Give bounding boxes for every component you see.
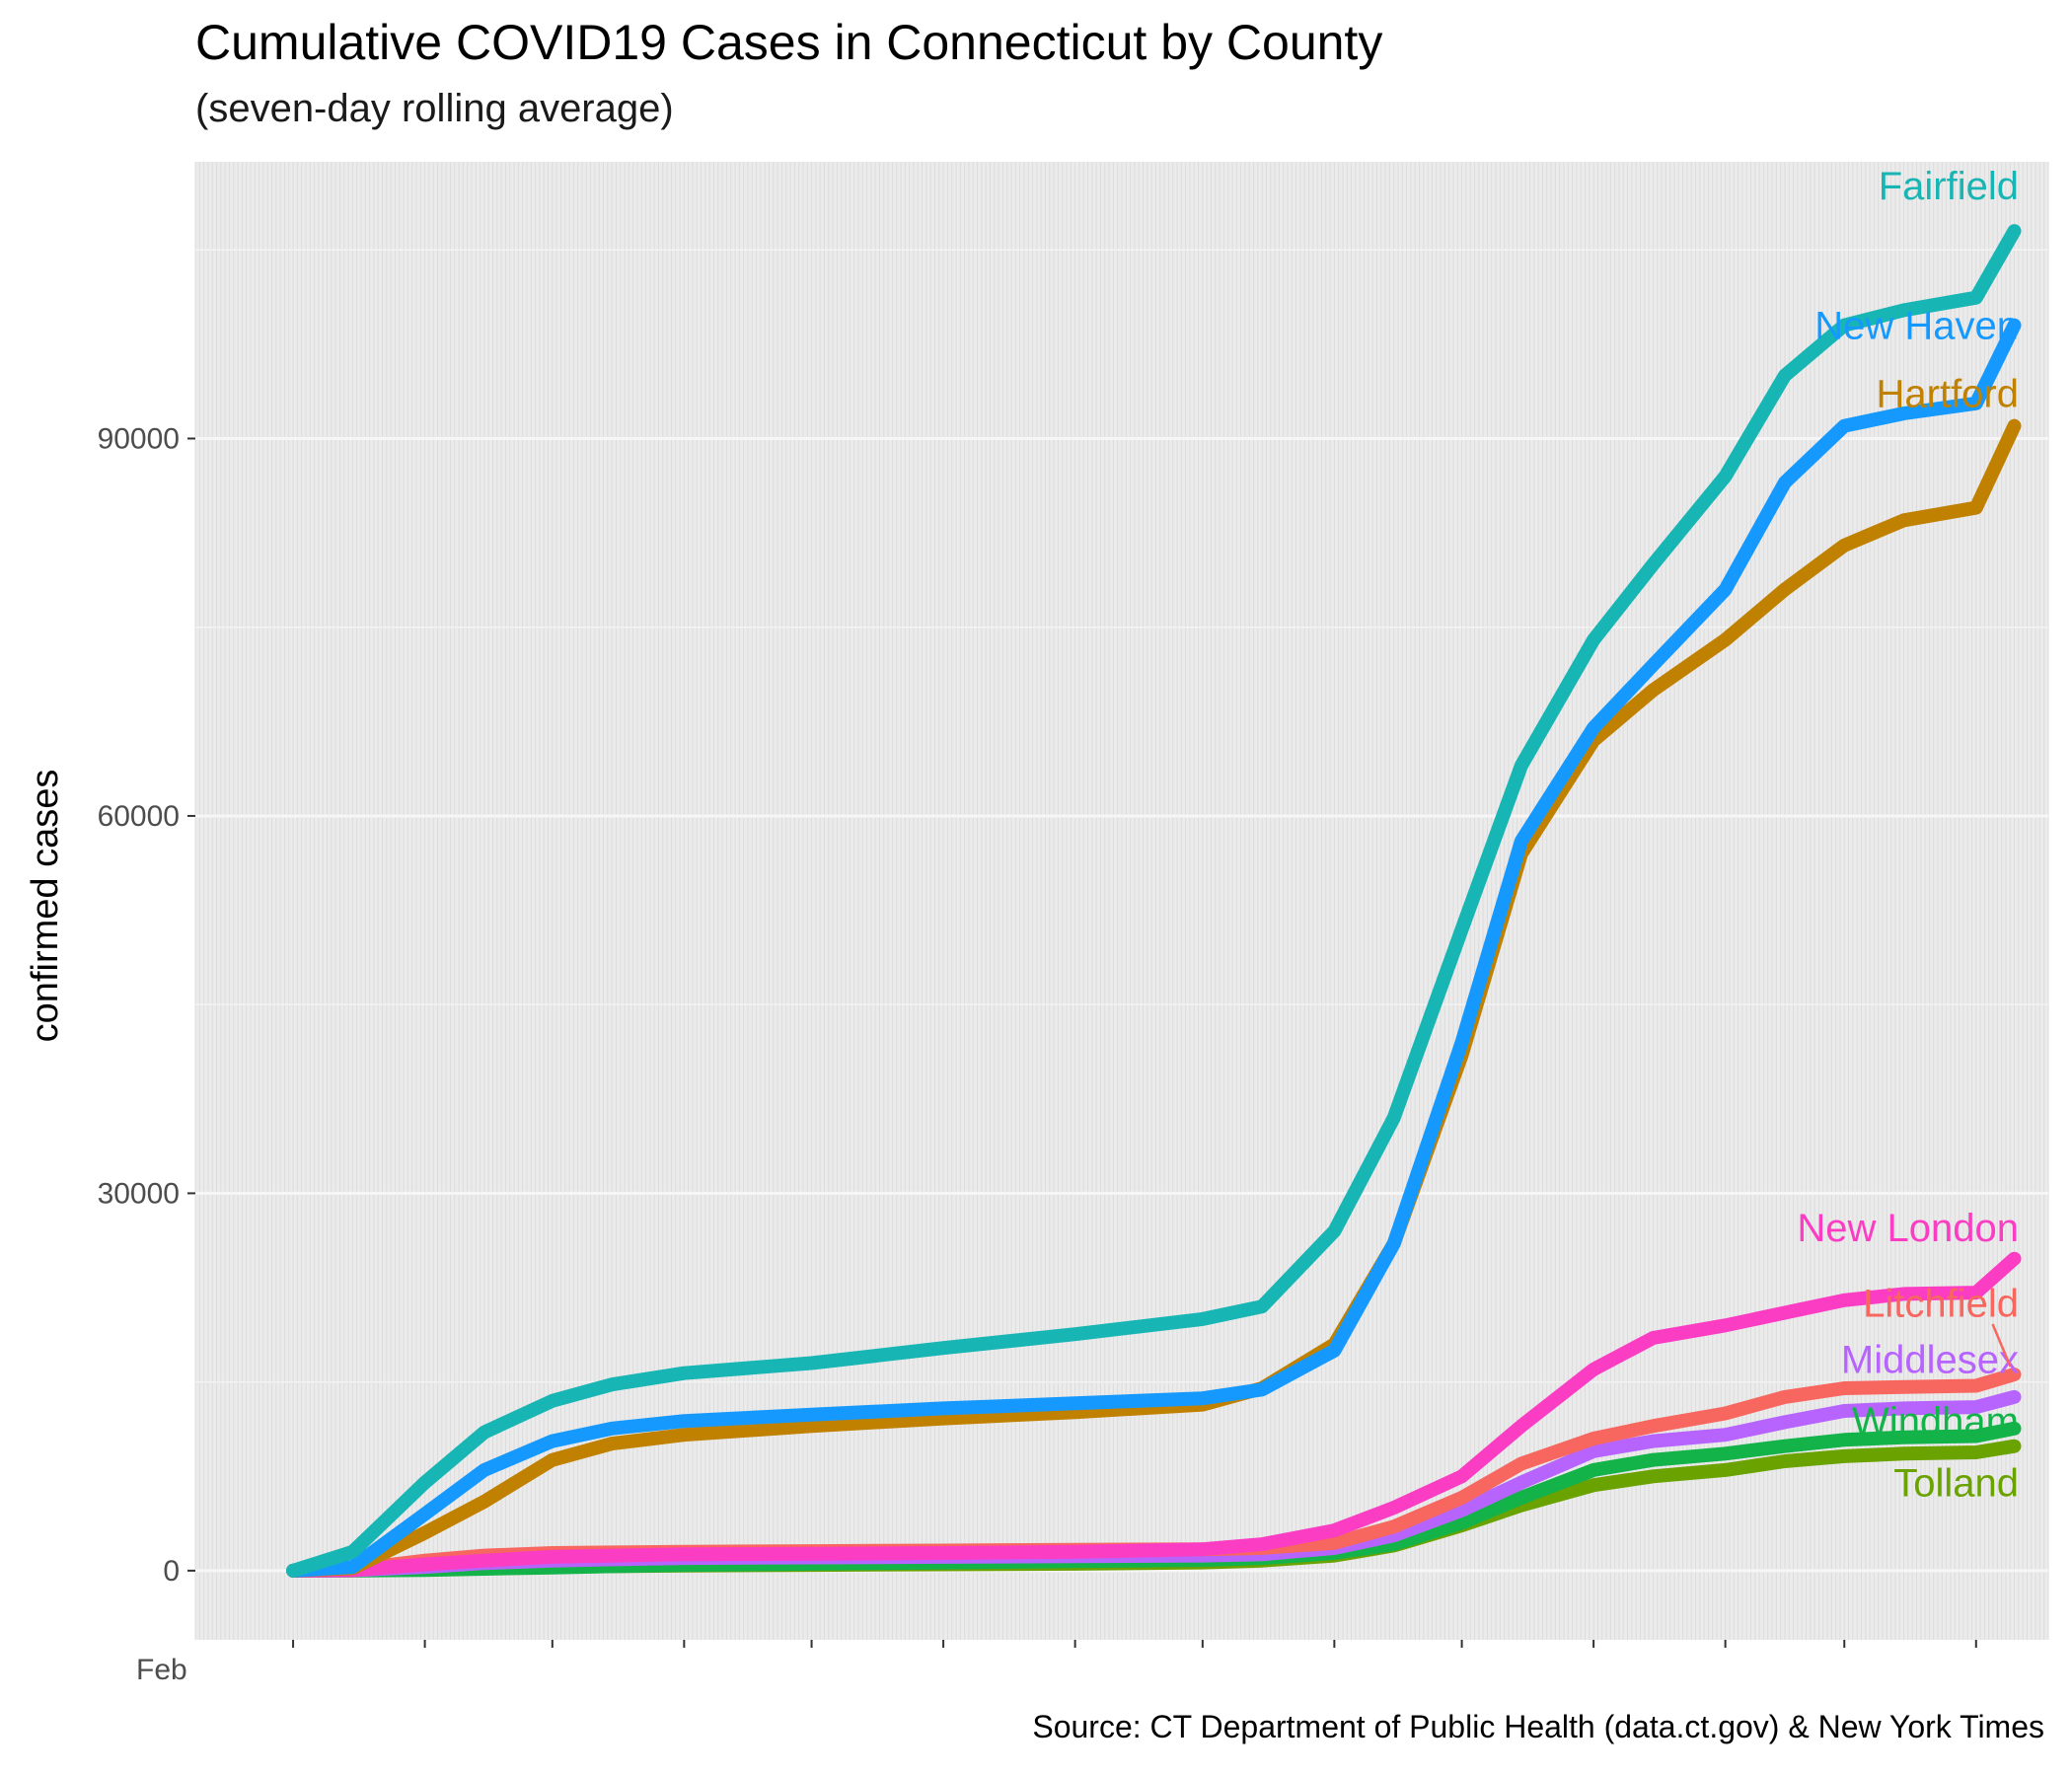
chart-caption: Source: CT Department of Public Health (… — [1032, 1709, 2044, 1744]
y-tick-label: 60000 — [98, 800, 180, 833]
chart-subtitle: (seven-day rolling average) — [195, 87, 674, 130]
y-tick-label: 30000 — [98, 1177, 180, 1210]
series-label-new-haven: New Haven — [1814, 305, 2019, 348]
series-label-tolland: Tolland — [1893, 1462, 2019, 1506]
series-label-fairfield: Fairfield — [1879, 165, 2019, 208]
chart-title: Cumulative COVID19 Cases in Connecticut … — [195, 15, 1383, 70]
series-line-new-haven — [286, 318, 2022, 1578]
series-label-windham: Windham — [1852, 1400, 2019, 1443]
series-labels: Fairfield New Haven Hartford New London Litc… — [1797, 165, 2019, 1505]
series-layer — [286, 224, 2022, 1578]
y-axis-title: confirmed cases — [25, 770, 66, 1043]
major-gridlines — [195, 436, 2048, 1573]
x-tick-label: Feb — [136, 1654, 187, 1686]
series-label-new-london: New London — [1797, 1207, 2019, 1250]
y-tick-label: 0 — [163, 1555, 180, 1588]
y-tick-label: 90000 — [98, 422, 180, 455]
series-line-new-london — [286, 1251, 2022, 1578]
litchfield-leader-line — [1991, 1323, 2012, 1368]
x-axis-ticks: Feb — [136, 1640, 1977, 1686]
series-label-middlesex: Middlesex — [1841, 1339, 2019, 1382]
series-label-hartford: Hartford — [1877, 373, 2020, 416]
series-line-fairfield — [286, 224, 2022, 1578]
y-axis-ticks: 0 30000 60000 90000 — [98, 422, 195, 1588]
series-label-litchfield: Litchfield — [1863, 1282, 2019, 1325]
